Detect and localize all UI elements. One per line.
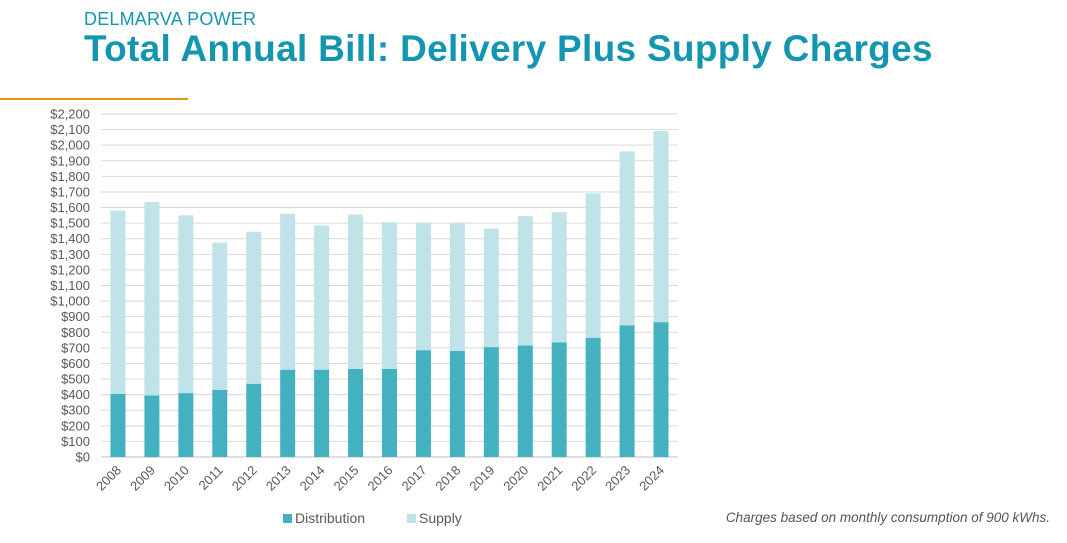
bar-supply-2021 [551,212,567,343]
bar-distribution-2017 [415,350,431,457]
y-tick-label: $1,100 [50,278,90,293]
bar-supply-2015 [348,214,364,369]
y-tick-label: $600 [61,356,90,371]
x-tick-label: 2019 [466,463,497,494]
x-tick-label: 2017 [399,463,430,494]
bar-distribution-2013 [280,369,296,457]
y-tick-label: $1,600 [50,200,90,215]
x-tick-label: 2020 [500,463,531,494]
bar-supply-2013 [280,213,296,370]
bar-supply-2020 [517,216,533,346]
y-tick-label: $1,300 [50,247,90,262]
bar-distribution-2014 [314,369,330,457]
bar-supply-2008 [110,210,126,394]
y-tick-label: $300 [61,403,90,418]
x-tick-label: 2016 [365,463,396,494]
bar-distribution-2010 [178,393,194,457]
bar-supply-2012 [246,231,262,384]
x-axis-tick-labels: 2008 2009 2010 2011 2012 2013 2014 2015 2016 2017… [93,463,667,494]
bar-distribution-2022 [585,337,601,457]
x-tick-label: 2009 [127,463,158,494]
bar-supply-2018 [449,223,465,351]
x-tick-label: 2023 [602,463,633,494]
bar-supply-2017 [415,223,431,351]
x-tick-label: 2014 [297,463,328,494]
bar-supply-2024 [653,131,669,323]
bar-distribution-2019 [483,347,499,457]
bar-distribution-2015 [348,368,364,457]
bar-distribution-2021 [551,342,567,457]
bar-supply-2016 [382,222,397,369]
y-tick-label: $500 [61,372,90,387]
bar-distribution-2018 [449,350,465,457]
x-tick-label: 2011 [196,463,226,493]
legend-swatch-supply [407,514,416,523]
stacked-bar-chart: $0$100$200$300$400$500$600$700$800$900$1… [50,107,678,526]
bar-supply-2019 [483,228,499,348]
bar-distribution-2024 [653,322,669,457]
x-tick-label: 2024 [636,463,667,494]
bar-supply-2014 [314,225,330,370]
bar-distribution-2011 [212,389,228,457]
x-tick-label: 2008 [93,463,124,494]
legend-swatch-distribution [283,514,292,523]
company-name: DELMARVA POWER [84,9,257,29]
y-tick-label: $2,000 [50,138,90,153]
accent-divider [0,98,188,100]
y-tick-label: $1,500 [50,216,90,231]
y-tick-label: $2,200 [50,107,90,122]
bar-distribution-2020 [517,345,533,457]
y-tick-label: $100 [61,434,90,449]
bar-distribution-2009 [144,395,160,457]
y-axis-tick-labels: $0$100$200$300$400$500$600$700$800$900$1… [50,107,90,465]
y-tick-label: $1,700 [50,184,90,199]
bar-distribution-2023 [619,325,635,457]
y-tick-label: $0 [76,450,90,465]
y-tick-label: $800 [61,325,90,340]
x-tick-label: 2018 [432,463,463,494]
x-tick-label: 2012 [229,463,260,494]
y-tick-label: $900 [61,309,90,324]
footnote: Charges based on monthly consumption of … [725,510,1050,525]
x-tick-label: 2013 [263,463,294,494]
bar-supply-2011 [212,242,228,390]
bar-supply-2023 [619,151,635,326]
x-tick-label: 2010 [161,463,192,494]
page-title: Total Annual Bill: Delivery Plus Supply … [84,28,933,69]
bar-supply-2022 [585,193,601,338]
y-tick-label: $1,900 [50,153,90,168]
legend: Distribution Supply [283,510,462,526]
y-tick-label: $1,800 [50,169,90,184]
x-tick-label: 2021 [534,463,565,494]
y-tick-label: $1,000 [50,294,90,309]
legend-label-distribution: Distribution [295,510,365,526]
legend-label-supply: Supply [419,510,462,526]
y-tick-label: $1,400 [50,231,90,246]
bar-distribution-2008 [110,393,126,457]
bar-distribution-2016 [382,368,397,457]
bar-supply-2009 [144,202,160,396]
y-tick-label: $200 [61,418,90,433]
bar-supply-2010 [178,215,194,394]
x-tick-label: 2022 [568,463,599,494]
y-tick-label: $700 [61,340,90,355]
x-tick-label: 2015 [331,463,362,494]
bars [110,131,669,457]
bar-distribution-2012 [246,383,262,457]
y-tick-label: $400 [61,387,90,402]
y-tick-label: $2,100 [50,122,90,137]
y-tick-label: $1,200 [50,262,90,277]
